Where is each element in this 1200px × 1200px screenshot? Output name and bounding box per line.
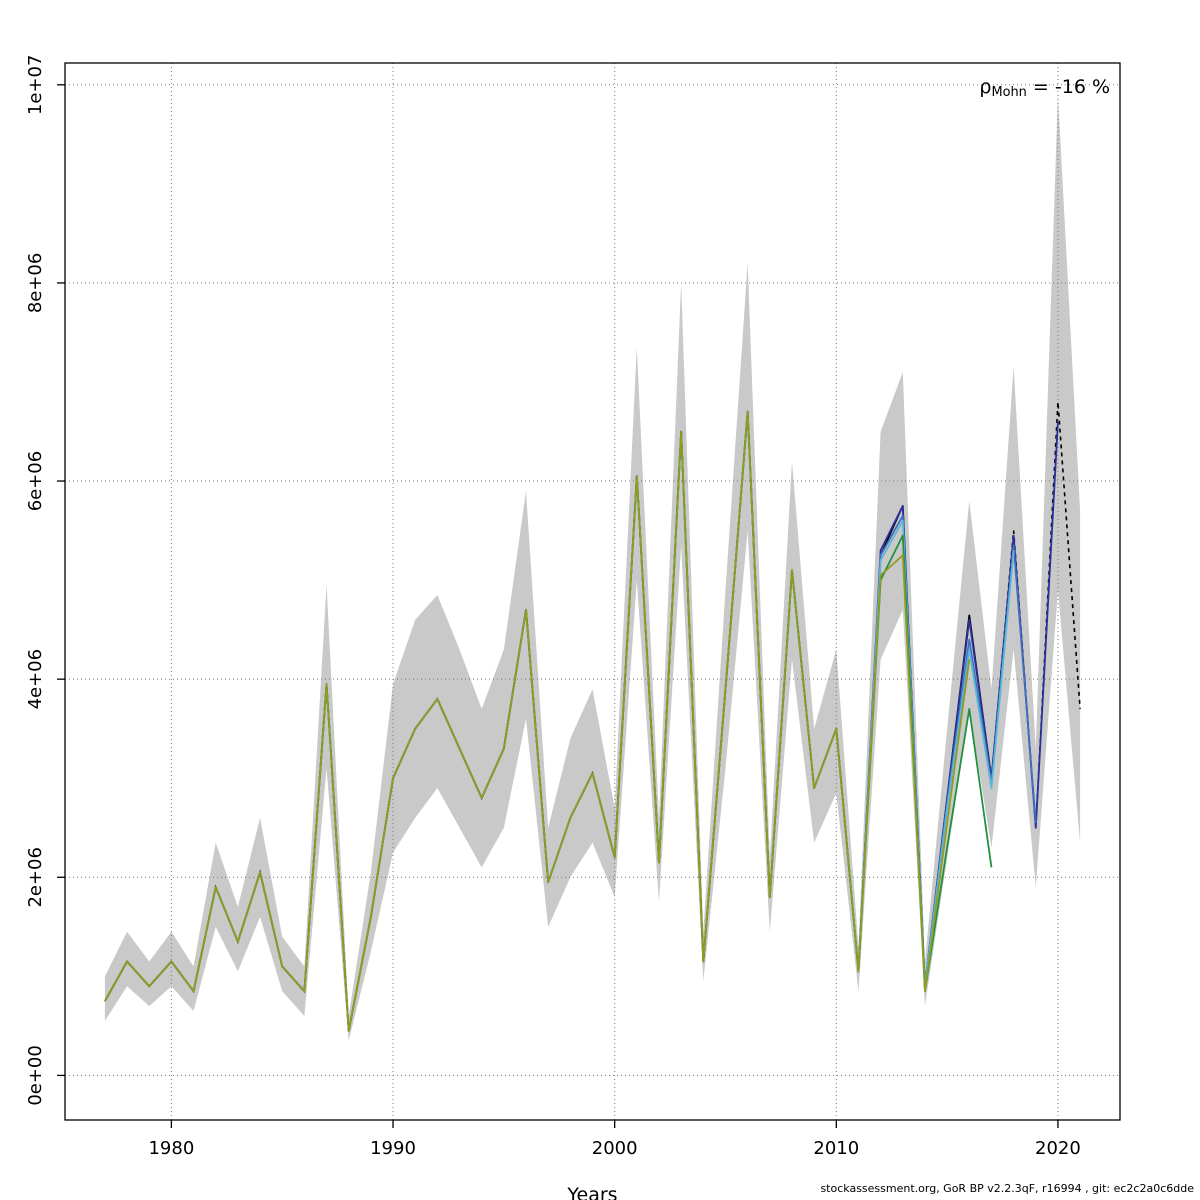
- rho-subscript: Mohn: [991, 85, 1027, 101]
- rho-value: = -16 %: [1026, 76, 1110, 98]
- y-axis-tick-label-4: 8e+06: [25, 253, 46, 314]
- y-axis-tick-label-3: 6e+06: [25, 451, 46, 512]
- footer-credit: stockassessment.org, GoR BP v2.2.3qF, r1…: [820, 1182, 1194, 1195]
- x-axis-title: Years: [567, 1184, 618, 1200]
- x-axis-tick-label-1980: 1980: [148, 1138, 194, 1159]
- x-axis-tick-label-1990: 1990: [370, 1138, 416, 1159]
- x-axis-tick-label-2000: 2000: [592, 1138, 638, 1159]
- mohn-rho-annotation: ρMohn = -16 %: [979, 76, 1110, 100]
- y-axis-tick-label-5: 1e+07: [25, 55, 46, 116]
- y-axis-tick-label-0: 0e+00: [25, 1045, 46, 1106]
- plot-frame: [64, 62, 1121, 1121]
- x-axis-tick-label-2020: 2020: [1035, 1138, 1081, 1159]
- rho-symbol: ρ: [979, 76, 992, 98]
- series-line-peel-2016: [104, 410, 971, 1032]
- y-axis-tick-label-1: 2e+06: [25, 847, 46, 908]
- x-axis-tick-label-2010: 2010: [813, 1138, 859, 1159]
- y-axis-tick-label-2: 4e+06: [25, 649, 46, 710]
